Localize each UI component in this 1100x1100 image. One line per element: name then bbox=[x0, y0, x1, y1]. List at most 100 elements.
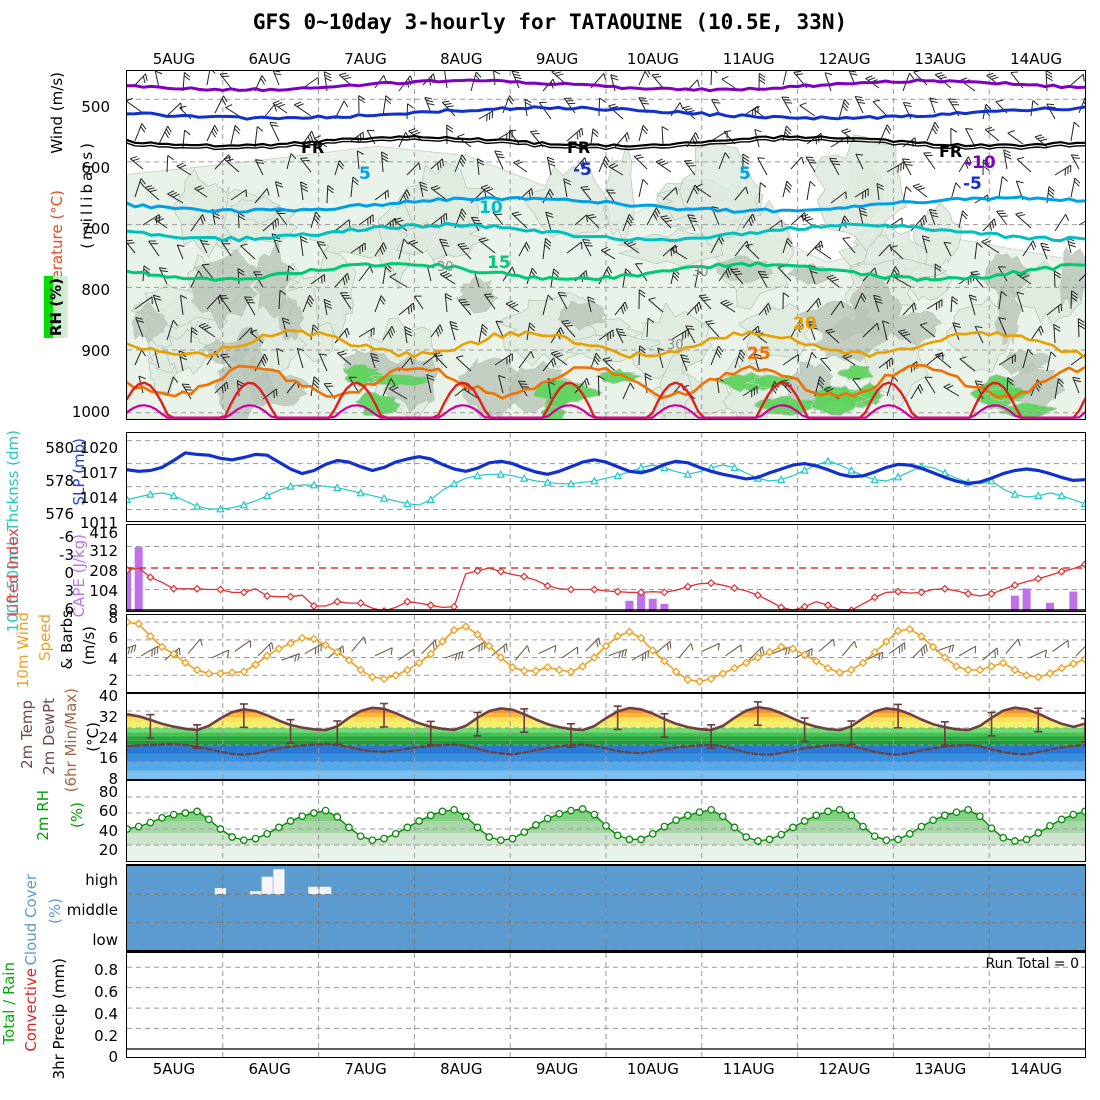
precip-chart bbox=[127, 953, 1085, 1057]
slp-tick-1014: 1014 bbox=[79, 489, 118, 507]
run-total-label: Run Total = 0 bbox=[985, 956, 1079, 972]
temp2m-axis-title-a: 2m Temp bbox=[18, 700, 36, 769]
rh2m-tick-60: 60 bbox=[98, 802, 118, 820]
upper-tick-1000: 1000 bbox=[71, 403, 110, 421]
thickness-tick-578: 578 bbox=[45, 472, 74, 490]
wind10m-tick-4: 4 bbox=[108, 650, 118, 668]
wind10m-tick-6: 6 bbox=[108, 629, 118, 647]
page-title: GFS 0~10day 3-hourly for TATAOUINE (10.5… bbox=[252, 10, 848, 34]
precip-axis-title-b: Convective bbox=[22, 968, 40, 1052]
upper-tick-700: 700 bbox=[81, 220, 110, 238]
wind10m-axis-title-b: Speed bbox=[36, 614, 54, 662]
cape-tick-312: 312 bbox=[89, 542, 118, 560]
cloud-cover-chart bbox=[127, 866, 1085, 950]
slp-thickness-panel[interactable] bbox=[126, 432, 1086, 522]
cape-tick-416: 416 bbox=[89, 524, 118, 542]
wind10m-tick-2: 2 bbox=[108, 671, 118, 689]
li-tick-3: 3 bbox=[64, 582, 74, 600]
cape-tick-8: 8 bbox=[108, 601, 118, 619]
temp-dewpoint-panel[interactable] bbox=[126, 692, 1086, 780]
temp-dewpoint-chart bbox=[127, 694, 1085, 779]
x-axis-dates-top: 5AUG 6AUG 7AUG 8AUG 9AUG 10AUG 11AUG 12AUG 13AUG… bbox=[126, 50, 1086, 70]
svg-text:-5: -5 bbox=[573, 160, 592, 180]
rh-2m-panel[interactable] bbox=[126, 780, 1086, 862]
temp2m-tick-24: 24 bbox=[98, 729, 118, 747]
svg-text:FR: FR bbox=[939, 142, 962, 161]
svg-text:FR: FR bbox=[567, 138, 590, 157]
cloud-tick-high: high bbox=[85, 871, 118, 889]
svg-text:15: 15 bbox=[487, 253, 511, 273]
temp2m-axis-title-b: 2m DewPt bbox=[40, 698, 58, 775]
li-tick-m3: -3 bbox=[59, 546, 74, 564]
cloud-cover-panel[interactable] bbox=[126, 864, 1086, 952]
precip-tick-08: 0.8 bbox=[94, 961, 118, 979]
rh-2m-chart bbox=[127, 781, 1085, 861]
x-axis-date-label: 7AUG bbox=[344, 1060, 387, 1078]
temp2m-tick-40: 40 bbox=[98, 687, 118, 705]
cape-lifted-index-panel[interactable] bbox=[126, 524, 1086, 612]
cloud-tick-low: low bbox=[92, 931, 118, 949]
thickness-axis-title: 1000-500mb Thcknss (dm) bbox=[4, 430, 22, 633]
x-axis-date-label: 8AUG bbox=[440, 1060, 483, 1078]
x-axis-date-label: 9AUG bbox=[535, 50, 579, 68]
svg-text:30: 30 bbox=[437, 260, 454, 275]
svg-text:30: 30 bbox=[692, 265, 709, 280]
x-axis-date-label: 13AUG bbox=[914, 50, 967, 68]
slp-tick-1011: 1011 bbox=[79, 514, 118, 532]
temp2m-tick-16: 16 bbox=[98, 749, 118, 767]
precip-axis-title-a: Total / Rain bbox=[0, 962, 18, 1045]
cape-tick-104: 104 bbox=[89, 582, 118, 600]
x-axis-date-label: 12AUG bbox=[818, 1060, 871, 1078]
svg-text:FR: FR bbox=[301, 138, 324, 157]
precip-tick-0: 0 bbox=[108, 1048, 118, 1066]
cloud-axis-title-a: Cloud Cover bbox=[22, 874, 40, 966]
li-tick-6: 6 bbox=[64, 600, 74, 618]
rh2m-tick-80: 80 bbox=[98, 783, 118, 801]
wind10m-axis-title-a: 10m Wind bbox=[14, 612, 32, 689]
x-axis-date-label: 10AUG bbox=[626, 50, 679, 68]
upper-air-panel[interactable]: -10 -5 -5 FR FR FR 5 5 10 15 20 25 30 30 30 bbox=[126, 70, 1086, 420]
x-axis-dates-bottom: 5AUG 6AUG 7AUG 8AUG 9AUG 10AUG 11AUG 12AUG 13AUG… bbox=[126, 1060, 1086, 1082]
precip-tick-04: 0.4 bbox=[94, 1005, 118, 1023]
precip-panel[interactable]: Run Total = 0 bbox=[126, 952, 1086, 1058]
svg-text:-5: -5 bbox=[963, 174, 982, 194]
upper-tick-600: 600 bbox=[81, 159, 110, 177]
temp2m-tick-8: 8 bbox=[108, 770, 118, 788]
upper-tick-900: 900 bbox=[81, 342, 110, 360]
x-axis-date-label: 13AUG bbox=[914, 1060, 967, 1078]
x-axis-date-label: 5AUG bbox=[152, 1060, 196, 1078]
upper-tick-500: 500 bbox=[81, 98, 110, 116]
precip-tick-06: 0.6 bbox=[94, 983, 118, 1001]
x-axis-date-label: 10AUG bbox=[626, 1060, 679, 1078]
rh2m-tick-40: 40 bbox=[98, 822, 118, 840]
x-axis-date-label: 9AUG bbox=[535, 1060, 579, 1078]
x-axis-date-label: 14AUG bbox=[1010, 1060, 1063, 1078]
li-tick-m6: -6 bbox=[59, 528, 74, 546]
wind10m-tick-8: 8 bbox=[108, 609, 118, 627]
cape-lifted-index-chart bbox=[127, 525, 1085, 611]
x-axis-date-label: 6AUG bbox=[248, 50, 291, 68]
cloud-tick-middle: middle bbox=[66, 901, 118, 919]
svg-text:5: 5 bbox=[739, 164, 751, 184]
slp-tick-1020: 1020 bbox=[79, 439, 118, 457]
x-axis-date-label: 5AUG bbox=[152, 50, 196, 68]
svg-text:5: 5 bbox=[359, 164, 371, 184]
upper-rh-axis-title: RH (%) bbox=[44, 276, 68, 339]
x-axis-date-label: 7AUG bbox=[344, 50, 387, 68]
x-axis-date-label: 12AUG bbox=[818, 50, 871, 68]
thickness-tick-576: 576 bbox=[45, 505, 74, 523]
svg-text:25: 25 bbox=[747, 344, 771, 364]
slp-thickness-chart bbox=[127, 433, 1085, 521]
svg-text:20: 20 bbox=[793, 314, 817, 334]
precip-tick-02: 0.2 bbox=[94, 1027, 118, 1045]
x-axis-date-label: 8AUG bbox=[440, 50, 483, 68]
x-axis-date-label: 11AUG bbox=[722, 1060, 775, 1078]
wind-10m-chart bbox=[127, 615, 1085, 693]
li-tick-0: 0 bbox=[64, 564, 74, 582]
cape-tick-208: 208 bbox=[89, 562, 118, 580]
upper-tick-800: 800 bbox=[81, 281, 110, 299]
rh2m-axis-title-a: 2m RH bbox=[34, 790, 52, 841]
wind-10m-panel[interactable] bbox=[126, 614, 1086, 694]
